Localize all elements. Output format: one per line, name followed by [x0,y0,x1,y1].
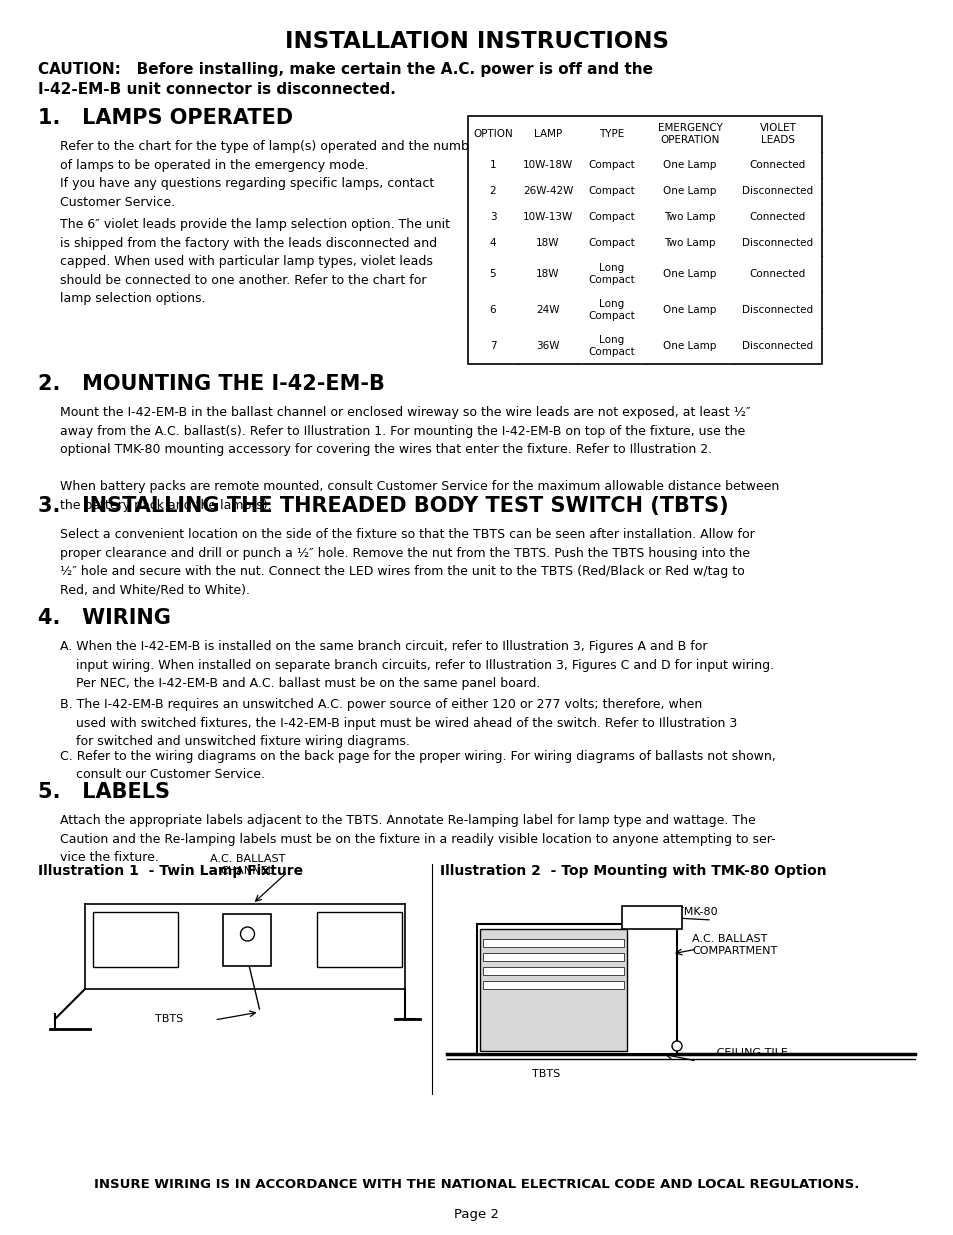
Bar [316,911,401,967]
Text: 6: 6 [489,305,496,315]
Text: Long
Compact: Long Compact [588,263,635,285]
Text: Connected: Connected [749,161,805,170]
Text: C. Refer to the wiring diagrams on the back page for the proper wiring. For wiri: C. Refer to the wiring diagrams on the b… [60,750,775,782]
Bar [482,939,623,947]
Text: 4: 4 [489,238,496,248]
Text: Connected: Connected [749,212,805,222]
Text: One Lamp: One Lamp [662,269,716,279]
Text: Long
Compact: Long Compact [588,299,635,321]
Text: 10W-13W: 10W-13W [522,212,573,222]
Text: I-42-EM-B unit connector is disconnected.: I-42-EM-B unit connector is disconnected… [38,82,395,98]
Text: Compact: Compact [588,186,635,196]
Text: 18W: 18W [536,238,559,248]
Text: A. When the I-42-EM-B is installed on the same branch circuit, refer to Illustra: A. When the I-42-EM-B is installed on th… [60,640,773,690]
Text: TBTS: TBTS [155,1014,183,1024]
Text: 10W-18W: 10W-18W [522,161,573,170]
Text: OPTION: OPTION [473,128,513,140]
Text: 3: 3 [489,212,496,222]
Text: 2: 2 [489,186,496,196]
Text: TYPE: TYPE [598,128,624,140]
Text: Mount the I-42-EM-B in the ballast channel or enclosed wireway so the wire leads: Mount the I-42-EM-B in the ballast chann… [60,406,779,511]
Text: INSTALLATION INSTRUCTIONS: INSTALLATION INSTRUCTIONS [285,30,668,53]
Text: Illustration 1  - Twin Lamp Fixture: Illustration 1 - Twin Lamp Fixture [38,864,303,878]
Circle shape [240,927,254,941]
Text: 5: 5 [489,269,496,279]
Text: Disconnected: Disconnected [741,305,813,315]
Text: One Lamp: One Lamp [662,341,716,351]
Text: TMK-80: TMK-80 [677,906,717,918]
Bar [223,914,272,966]
Text: VIOLET
LEADS: VIOLET LEADS [759,124,796,144]
Text: One Lamp: One Lamp [662,186,716,196]
Text: Page 2: Page 2 [454,1208,499,1221]
Text: Compact: Compact [588,238,635,248]
Circle shape [671,1041,681,1051]
Text: One Lamp: One Lamp [662,161,716,170]
Text: 26W-42W: 26W-42W [522,186,573,196]
Text: Select a convenient location on the side of the fixture so that the TBTS can be : Select a convenient location on the side… [60,529,754,597]
Text: LAMP: LAMP [534,128,561,140]
Text: Two Lamp: Two Lamp [663,238,715,248]
Text: Disconnected: Disconnected [741,186,813,196]
Text: 24W: 24W [536,305,559,315]
Text: Long
Compact: Long Compact [588,335,635,357]
Text: Connected: Connected [749,269,805,279]
Bar [482,967,623,974]
Bar [92,911,178,967]
Text: Compact: Compact [588,212,635,222]
Bar [468,116,821,364]
Text: 4.   WIRING: 4. WIRING [38,608,171,629]
Text: Attach the appropriate labels adjacent to the TBTS. Annotate Re-lamping label fo: Attach the appropriate labels adjacent t… [60,814,775,864]
Text: 1: 1 [489,161,496,170]
Text: A.C. BALLAST
COMPARTMENT: A.C. BALLAST COMPARTMENT [691,934,777,956]
Text: TBTS: TBTS [532,1070,559,1079]
Text: 18W: 18W [536,269,559,279]
Text: — CEILING TILE: — CEILING TILE [701,1049,787,1058]
Text: Illustration 2  - Top Mounting with TMK-80 Option: Illustration 2 - Top Mounting with TMK-8… [439,864,825,878]
Text: 2.   MOUNTING THE I-42-EM-B: 2. MOUNTING THE I-42-EM-B [38,374,384,394]
Text: A.C. BALLAST
CHANNEL: A.C. BALLAST CHANNEL [210,853,285,877]
Bar [482,981,623,989]
Text: 3.   INSTALLING THE THREADED BODY TEST SWITCH (TBTS): 3. INSTALLING THE THREADED BODY TEST SWI… [38,496,728,516]
Text: Refer to the chart for the type of lamp(s) operated and the number
of lamps to b: Refer to the chart for the type of lamp(… [60,140,481,209]
Text: 5.   LABELS: 5. LABELS [38,782,170,802]
Text: One Lamp: One Lamp [662,305,716,315]
Bar [621,906,681,929]
Text: B. The I-42-EM-B requires an unswitched A.C. power source of either 120 or 277 v: B. The I-42-EM-B requires an unswitched … [60,698,737,748]
Text: Disconnected: Disconnected [741,341,813,351]
Text: 36W: 36W [536,341,559,351]
Text: 1.   LAMPS OPERATED: 1. LAMPS OPERATED [38,107,293,128]
Text: CAUTION:   Before installing, make certain the A.C. power is off and the: CAUTION: Before installing, make certain… [38,62,652,77]
Text: 7: 7 [489,341,496,351]
Bar [476,924,677,1053]
Text: The 6″ violet leads provide the lamp selection option. The unit
is shipped from : The 6″ violet leads provide the lamp sel… [60,219,450,305]
Bar [479,929,626,1051]
Text: Two Lamp: Two Lamp [663,212,715,222]
Text: INSURE WIRING IS IN ACCORDANCE WITH THE NATIONAL ELECTRICAL CODE AND LOCAL REGUL: INSURE WIRING IS IN ACCORDANCE WITH THE … [94,1178,859,1191]
Bar [482,953,623,961]
Text: Disconnected: Disconnected [741,238,813,248]
Text: EMERGENCY
OPERATION: EMERGENCY OPERATION [657,124,721,144]
Text: Compact: Compact [588,161,635,170]
